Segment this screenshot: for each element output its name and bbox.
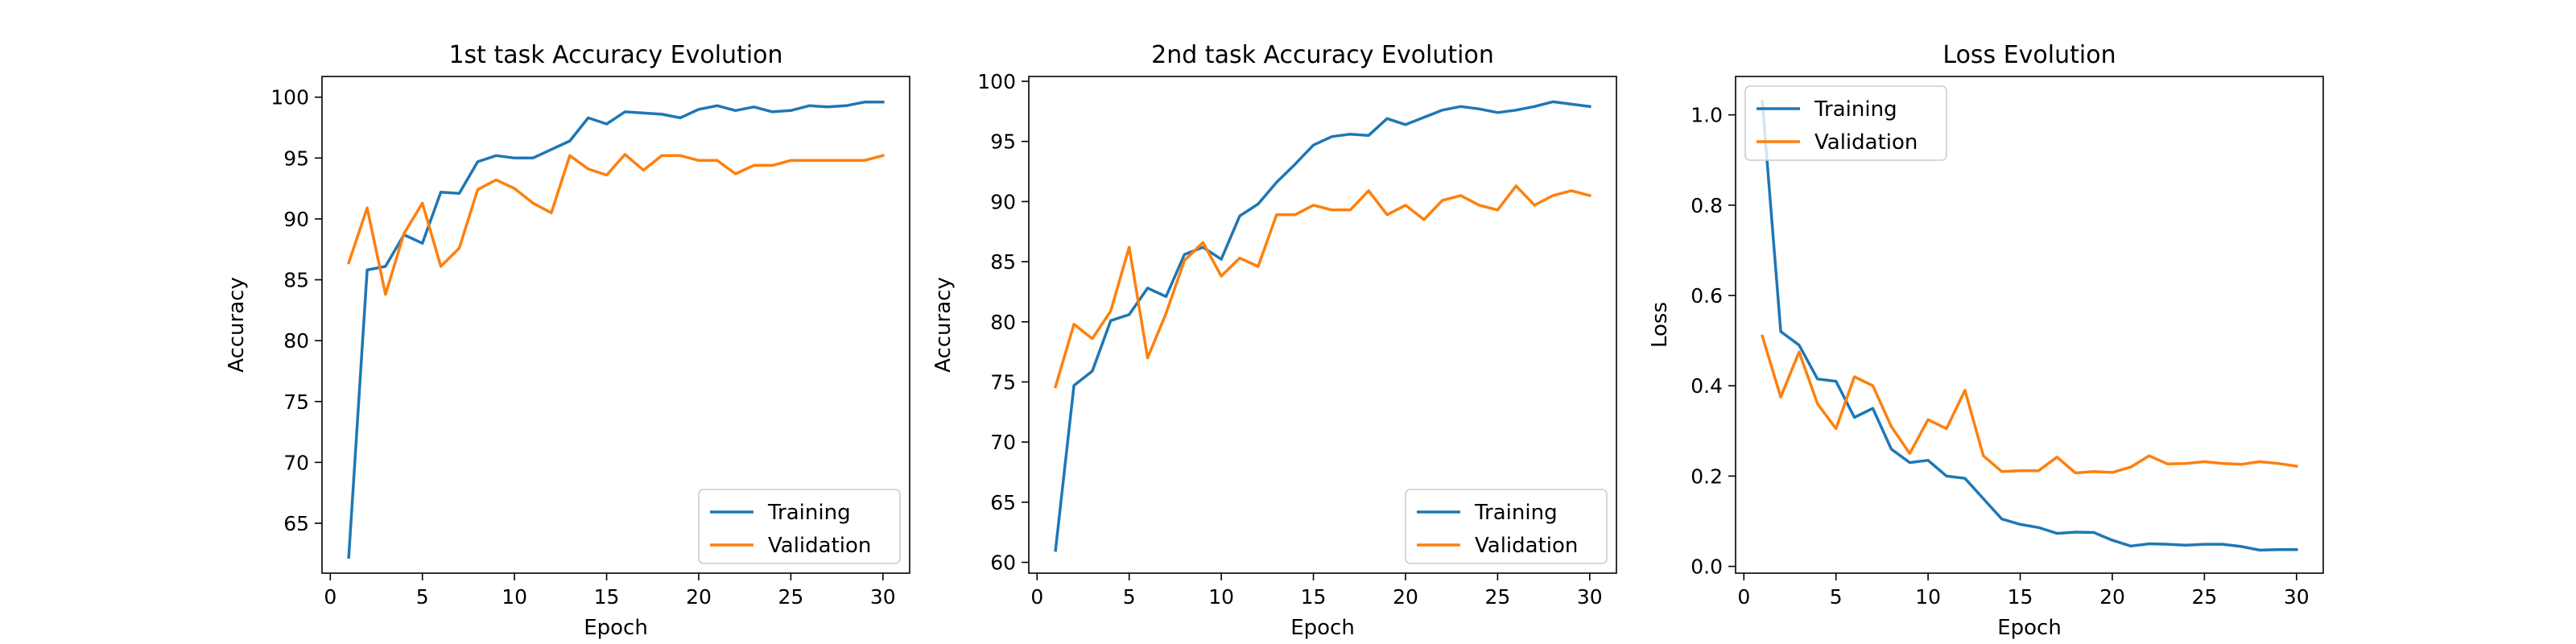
chart3-legend-label-training: Training [1814,97,1897,122]
chart2-ytick-label: 95 [990,130,1016,154]
chart1-title: 1st task Accuracy Evolution [448,41,782,69]
chart2-series-training-line [1054,100,1591,552]
chart3-legend-label-validation: Validation [1814,130,1918,155]
chart2-xtick-label: 5 [1123,585,1136,609]
chart1-xtick-label: 5 [416,585,429,609]
chart2-ytick-label: 100 [977,70,1016,93]
chart2-xtick-label: 30 [1577,585,1603,609]
chart1-ytick-label: 90 [283,208,309,231]
chart3-title: Loss Evolution [1942,41,2116,69]
chart3-series-validation-line [1761,334,2298,475]
chart1-xlabel: Epoch [584,616,648,640]
chart1-legend-label-validation: Validation [768,534,871,558]
chart2-ytick-label: 80 [990,311,1016,334]
chart2-legend: Training Validation [1405,489,1608,564]
chart1-series-validation-line [346,153,885,296]
chart3-ytick-label: 1.0 [1690,104,1723,127]
chart1-ytick-label: 75 [283,390,309,414]
chart3-ylabel: Loss [1648,302,1672,348]
chart3-panel: Loss Evolution 0 5 10 15 20 25 30 0.0 0.2 0.4 0.6 0.… [1648,41,2324,640]
chart1-axes-frame [321,76,910,574]
chart1-ylabel: Accuracy [225,277,249,373]
chart3-legend: Training Validation [1744,85,1947,161]
chart1-xtick-label: 0 [324,585,336,609]
chart1-ytick-label: 70 [283,451,309,474]
chart3-xtick-label: 20 [2099,585,2125,609]
chart3-xtick-label: 25 [2191,585,2217,609]
chart2-ytick-label: 65 [990,491,1016,514]
chart1-xtick-label: 20 [686,585,712,609]
chart2-title: 2nd task Accuracy Evolution [1151,41,1494,69]
chart1-xtick-label: 10 [502,585,527,609]
chart3-xtick-label: 5 [1830,585,1843,609]
chart3-xtick-label: 10 [1915,585,1941,609]
chart2-series-validation-line [1054,184,1591,389]
chart2-legend-label-validation: Validation [1475,534,1578,558]
chart3-xtick-label: 0 [1737,585,1750,609]
chart2-xtick-label: 15 [1301,585,1327,609]
chart2-xtick-label: 10 [1208,585,1234,609]
chart2-xlabel: Epoch [1290,616,1355,640]
chart3-ytick-label: 0.8 [1690,194,1723,217]
chart3-axes-frame [1735,76,2324,574]
chart2-legend-label-training: Training [1474,501,1558,525]
chart1-ytick-label: 100 [270,86,309,109]
chart2-ytick-label: 60 [990,551,1016,575]
chart3-xtick-label: 15 [2008,585,2033,609]
chart1-ytick-label: 65 [283,512,309,535]
chart2-xtick-label: 20 [1393,585,1418,609]
chart3-ytick-label: 0.0 [1690,555,1723,579]
chart2-ylabel: Accuracy [931,277,956,373]
chart3-ytick-label: 0.4 [1690,374,1723,398]
chart3-xlabel: Epoch [1997,616,2062,640]
chart1-ytick-label: 80 [283,329,309,353]
chart2-ytick-label: 75 [990,370,1016,394]
chart2-ytick-label: 90 [990,190,1016,213]
chart3-ytick-label: 0.6 [1690,284,1723,308]
chart1-xtick-label: 15 [594,585,620,609]
chart1-legend: Training Validation [698,489,901,564]
chart1-ytick-label: 95 [283,147,309,170]
chart2-panel: 2nd task Accuracy Evolution 0 5 10 15 20 25 30 6… [931,41,1617,640]
chart1-panel: 1st task Accuracy Evolution 0 5 10 15 20 25 30 6… [225,41,910,640]
chart1-series-training-line [347,101,885,559]
chart1-ytick-label: 85 [283,269,309,292]
chart1-xtick-label: 30 [870,585,896,609]
chart2-xtick-label: 25 [1484,585,1510,609]
chart3-xtick-label: 30 [2284,585,2310,609]
chart1-xtick-label: 25 [778,585,803,609]
chart3-ytick-label: 0.2 [1690,464,1723,488]
chart2-ytick-label: 70 [990,431,1016,454]
chart3-series-training-line [1761,99,2298,552]
chart1-legend-label-training: Training [767,501,851,525]
chart2-axes-frame [1028,76,1617,574]
chart2-ytick-label: 85 [990,250,1016,274]
chart2-xtick-label: 0 [1030,585,1043,609]
